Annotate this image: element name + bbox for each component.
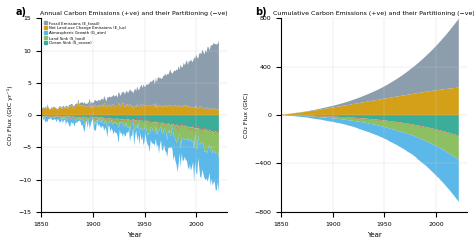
Y-axis label: CO₂ Flux (GtC): CO₂ Flux (GtC) [244,92,249,138]
X-axis label: Year: Year [127,232,142,238]
Y-axis label: CO₂ Flux (GtC yr⁻¹): CO₂ Flux (GtC yr⁻¹) [7,85,13,145]
Text: a): a) [15,7,26,17]
X-axis label: Year: Year [367,232,382,238]
Title: Annual Carbon Emissions (+ve) and their Partitioning (−ve): Annual Carbon Emissions (+ve) and their … [40,12,228,16]
Title: Cumulative Carbon Emissions (+ve) and their Partitioning (−ve): Cumulative Carbon Emissions (+ve) and th… [273,12,474,16]
Legend: Fossil Emissions (E_fossil), Net Land-use Change Emissions (E_luc), Atmospheric : Fossil Emissions (E_fossil), Net Land-us… [43,20,127,46]
Text: b): b) [255,7,267,17]
